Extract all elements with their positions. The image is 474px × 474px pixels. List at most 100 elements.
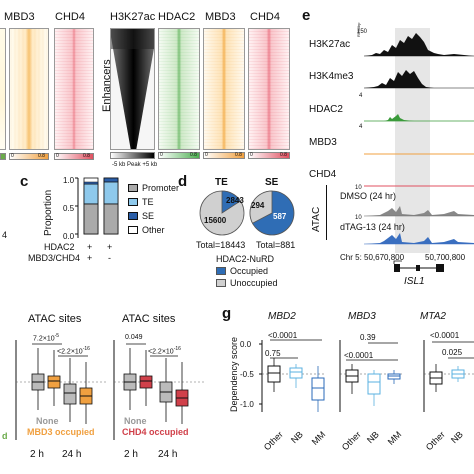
legend-swatch-unoccupied bbox=[216, 279, 226, 287]
pval: 0.39 bbox=[360, 333, 376, 342]
pie-se-occupied: 587 bbox=[273, 212, 287, 221]
xtick: Other bbox=[261, 429, 285, 453]
xtick: NB bbox=[288, 429, 305, 446]
genome-coordinates: Chr 5: 50,670,800 bbox=[340, 253, 405, 262]
pval: 0.75 bbox=[265, 349, 281, 358]
track-scale: 10 bbox=[355, 185, 362, 191]
xtick: NB bbox=[364, 429, 381, 446]
legend-occupied: Occupied bbox=[230, 266, 269, 276]
cbar-max: 0.8 bbox=[190, 152, 197, 158]
xtick: NB bbox=[448, 429, 465, 446]
panel-b-colorbar-chd4 bbox=[248, 152, 290, 159]
panel-b-colorbar-hdac2 bbox=[158, 152, 200, 159]
xlabel-2h: 2 h bbox=[30, 449, 44, 460]
legend-none: None bbox=[124, 416, 147, 426]
pval: <2.2×10-16 bbox=[148, 346, 181, 356]
boxplot-right bbox=[113, 340, 204, 440]
pval: <0.0001 bbox=[344, 351, 374, 360]
track-atac-dtag bbox=[364, 233, 474, 244]
pie-se-unoccupied: 294 bbox=[251, 201, 265, 210]
row-label-mbd3-chd4: MBD3/CHD4 bbox=[28, 253, 81, 263]
track-h3k4me3 bbox=[364, 70, 474, 88]
ytick: 0.0 bbox=[240, 340, 252, 349]
panel-b-col-label-hdac2: HDAC2 bbox=[158, 11, 196, 23]
ytick: -1.0 bbox=[240, 400, 254, 409]
pie-se bbox=[249, 190, 295, 236]
pval: <0.0001 bbox=[430, 331, 460, 340]
track-label-h3k4me3: H3K4me3 bbox=[309, 71, 354, 82]
panel-c-ytick: 1.0 bbox=[63, 176, 75, 185]
track-scale: 4 bbox=[359, 124, 363, 130]
box-mm bbox=[311, 377, 325, 401]
cbar-max: 0.8 bbox=[38, 153, 45, 159]
legend-unoccupied: Unoccupied bbox=[230, 278, 278, 288]
legend-none: None bbox=[36, 416, 59, 426]
panel-b-col-label-mbd3: MBD3 bbox=[205, 11, 236, 23]
cbar-min: 0 bbox=[160, 152, 163, 158]
pval: 0.025 bbox=[442, 348, 463, 357]
xlabel-24h: 24 h bbox=[62, 449, 82, 460]
pval: <2.2×10-16 bbox=[57, 346, 90, 356]
pie-te-unoccupied: 15600 bbox=[204, 216, 227, 225]
track-hdac2 bbox=[364, 114, 474, 121]
panel-b-heatmap-mbd3 bbox=[203, 28, 245, 150]
bar-te bbox=[83, 183, 99, 205]
panel-a-colorbar-chd4 bbox=[54, 153, 94, 160]
dependency-plot-mbd3 bbox=[339, 340, 404, 412]
panel-a-heatmap-mbd3 bbox=[9, 28, 49, 150]
legend-swatch-te bbox=[128, 198, 138, 206]
xlabel-2h: 2 h bbox=[124, 449, 138, 460]
legend-swatch-other bbox=[128, 226, 138, 234]
row-mark: + bbox=[87, 253, 93, 263]
pval: 0.049 bbox=[125, 334, 143, 341]
track-label-chd4: CHD4 bbox=[309, 169, 337, 180]
plot-title-mbd3: MBD3 bbox=[348, 311, 376, 322]
genome-coordinates-end: 50,700,800 bbox=[425, 253, 466, 262]
cbar-max: 0.8 bbox=[280, 152, 287, 158]
pie-te-total: Total=18443 bbox=[196, 240, 246, 250]
cbar-min: 0 bbox=[250, 152, 253, 158]
panel-c-letter: c bbox=[20, 173, 29, 190]
dependency-plot-mbd2 bbox=[259, 339, 326, 412]
box-nb bbox=[367, 373, 381, 395]
panel-c-ylabel: Proportion bbox=[43, 189, 54, 236]
atac-track-label-dtag: dTAG-13 (24 hr) bbox=[340, 222, 405, 232]
gene-model bbox=[393, 260, 444, 272]
pie-te bbox=[199, 190, 245, 236]
cbar-max: 0.8 bbox=[83, 153, 90, 159]
panel-f-title-right: ATAC sites bbox=[122, 313, 176, 325]
legend-se: SE bbox=[142, 211, 155, 221]
row-label-hdac2: HDAC2 bbox=[44, 242, 75, 252]
row-mark: - bbox=[108, 253, 111, 263]
legend-te: TE bbox=[142, 197, 154, 207]
gene-name: ISL1 bbox=[404, 276, 425, 287]
panel-e-letter: e bbox=[302, 7, 311, 24]
pval: 7.2×10-5 bbox=[33, 333, 60, 343]
panel-a-colorbar-mbd3 bbox=[9, 153, 49, 160]
cbar-min: 0 bbox=[56, 153, 59, 159]
panel-e-signal-tracks bbox=[364, 33, 474, 187]
pie-title-se: SE bbox=[265, 177, 279, 188]
panel-b-heatmap-chd4 bbox=[248, 28, 290, 150]
xtick: Other bbox=[339, 429, 363, 453]
pie-legend-title: HDAC2-NuRD bbox=[216, 254, 275, 264]
track-label-h3k27ac: H3K27ac bbox=[309, 39, 351, 50]
panel-d-letter: d bbox=[178, 173, 188, 190]
track-scale: 4 bbox=[359, 93, 363, 99]
row-mark: + bbox=[107, 242, 113, 252]
box-mbd3-2h bbox=[47, 375, 61, 389]
atac-label: ATAC bbox=[311, 206, 322, 232]
panel-a-heatmap-chd4 bbox=[54, 28, 94, 150]
track-unit: RPM/bp bbox=[356, 22, 361, 37]
box-nb bbox=[289, 367, 303, 379]
panel-a-colorbar-green bbox=[0, 153, 6, 160]
xtick: Other bbox=[423, 429, 447, 453]
panel-b-colorbar-mbd3 bbox=[203, 152, 245, 159]
bar-se bbox=[83, 181, 99, 185]
box-chd4-2h bbox=[139, 375, 153, 389]
legend-mbd3-occupied: MBD3 occupied bbox=[27, 427, 95, 437]
legend-other: Other bbox=[142, 225, 165, 235]
atac-track-label-dmso: DMSO (24 hr) bbox=[340, 191, 397, 201]
pie-te-occupied: 2843 bbox=[226, 196, 244, 205]
panel-b-col-label-chd4: CHD4 bbox=[250, 11, 280, 23]
